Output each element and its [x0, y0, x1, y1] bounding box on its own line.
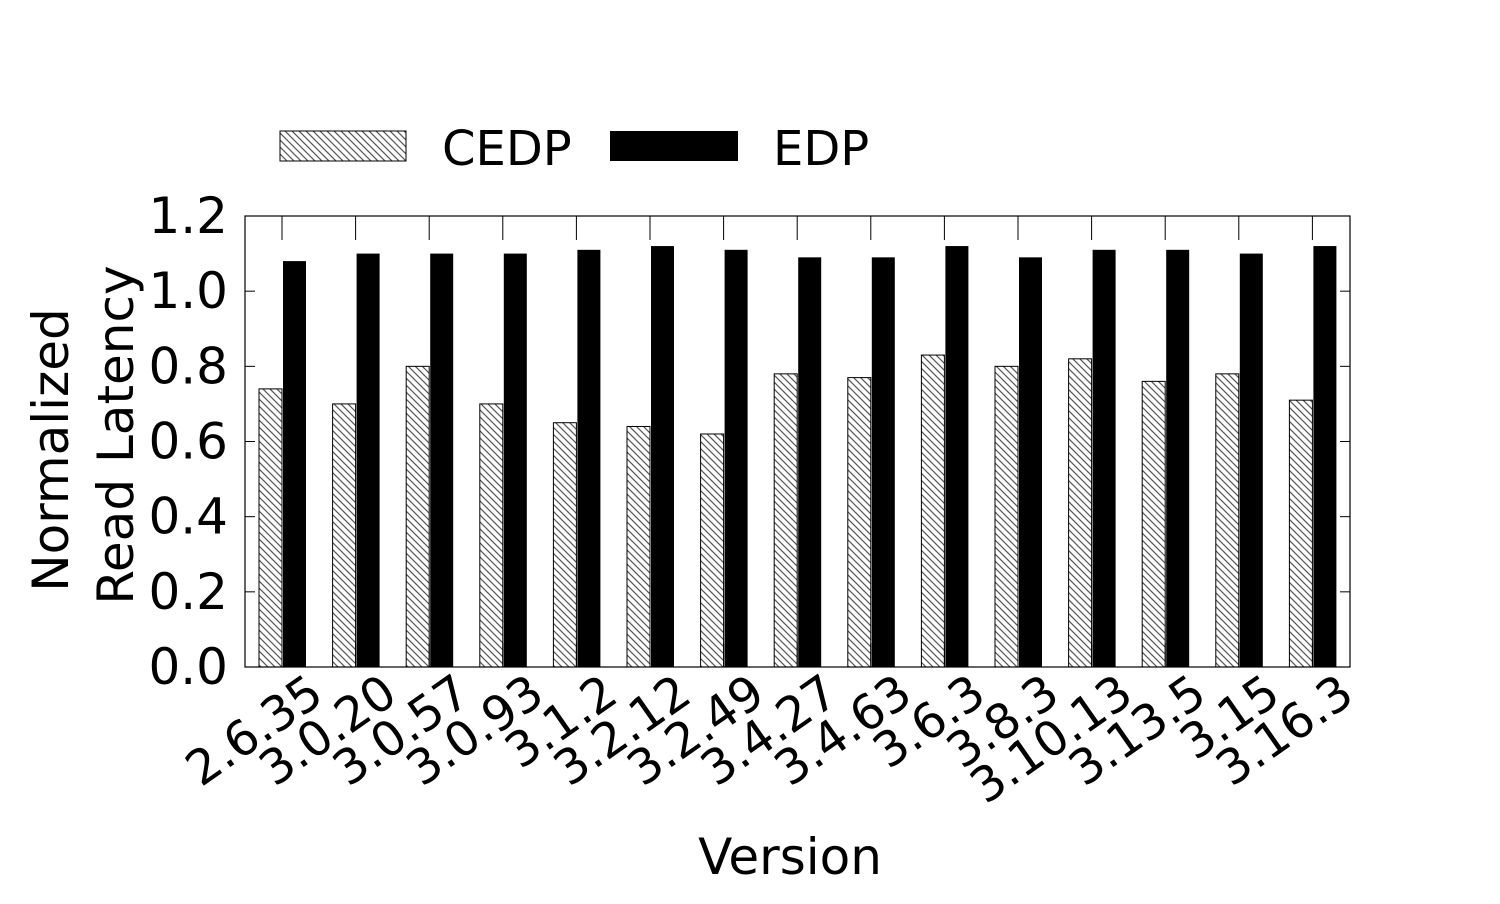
bar-cedp-3.10.13	[1068, 358, 1093, 668]
bars-group	[258, 246, 1337, 668]
bar-edp-3.6.3	[945, 246, 969, 668]
bar-cedp-2.6.35	[258, 388, 283, 668]
bar-cedp-3.16.3	[1288, 399, 1313, 668]
bar-edp-3.0.20	[356, 253, 380, 668]
bar-edp-2.6.35	[283, 261, 306, 667]
legend: CEDP EDP	[279, 121, 869, 177]
y-axis-label: Normalized	[22, 308, 80, 592]
y-tick-label: 0.8	[148, 337, 228, 395]
legend-swatch-cedp	[279, 130, 407, 162]
y-tick-label: 1.0	[148, 262, 228, 320]
bar-cedp-3.2.12	[626, 425, 651, 668]
bar-cedp-3.6.3	[920, 354, 945, 668]
bar-edp-3.0.57	[430, 253, 454, 668]
y-axis: 0.0 0.2 0.4 0.6 0.8 1.0 1.2	[148, 187, 1350, 696]
y-axis-label-line2: Read Latency	[87, 265, 145, 604]
y-tick-label: 1.2	[148, 187, 228, 245]
plot-frame	[244, 215, 1351, 668]
x-axis-label: Version	[698, 828, 882, 886]
bar-edp-3.4.63	[871, 257, 895, 667]
bar-cedp-3.1.2	[552, 422, 577, 668]
bar-cedp-3.8.3	[994, 365, 1019, 668]
bar-cedp-3.0.93	[479, 403, 504, 668]
y-tick-label: 0.6	[148, 413, 228, 471]
bar-edp-3.10.13	[1092, 249, 1116, 667]
bar-edp-3.8.3	[1019, 257, 1042, 667]
bar-edp-3.2.49	[724, 249, 748, 667]
bar-cedp-3.4.63	[847, 377, 872, 668]
y-tick-label: 0.2	[148, 563, 228, 621]
bar-cedp-3.0.57	[405, 365, 430, 668]
y-tick-label: 0.4	[148, 488, 228, 546]
bar-edp-3.1.2	[577, 249, 601, 667]
legend-label-edp: EDP	[773, 121, 869, 177]
y-tick-label: 0.0	[148, 638, 228, 696]
bar-cedp-3.2.49	[700, 433, 725, 668]
bar-cedp-3.4.27	[773, 373, 798, 668]
legend-label-cedp: CEDP	[442, 121, 572, 177]
bar-edp-3.15	[1239, 253, 1263, 668]
bar-cedp-3.13.5	[1141, 380, 1166, 668]
bar-edp-3.2.12	[651, 246, 674, 668]
bar-edp-3.0.93	[503, 253, 527, 668]
bar-cedp-3.0.20	[332, 403, 357, 668]
legend-swatch-edp	[610, 131, 738, 161]
bar-edp-3.13.5	[1166, 249, 1190, 667]
bar-cedp-3.15	[1215, 373, 1240, 668]
bar-edp-3.4.27	[798, 257, 822, 667]
bar-edp-3.16.3	[1313, 246, 1337, 668]
